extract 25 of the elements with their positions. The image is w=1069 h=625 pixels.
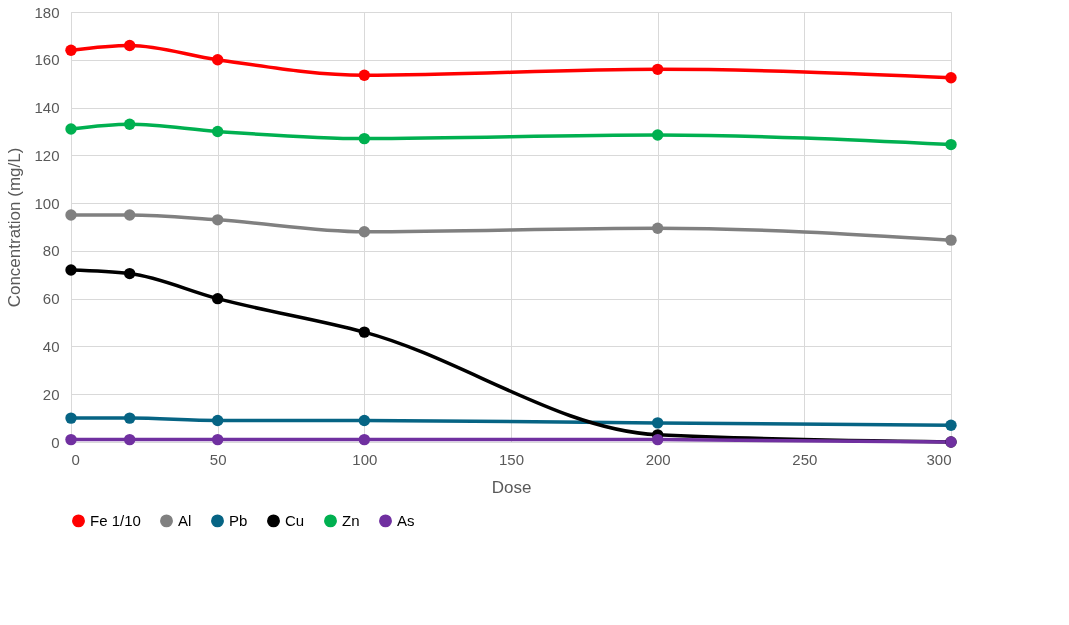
y-tick-label: 120 [34,146,60,164]
y-axis-title: Concentration (mg/L) [5,147,25,308]
x-tick-label: 50 [209,450,227,468]
x-axis-title: Dose [491,477,532,497]
y-tick-label: 80 [42,242,60,260]
y-tick-label: 140 [34,99,60,117]
legend-label: Al [178,511,192,529]
y-tick-label: 40 [42,337,60,355]
x-tick-label: 300 [926,450,952,468]
legend-label: Pb [229,511,248,529]
y-tick-label: 60 [42,290,60,308]
x-tick-label: 0 [71,450,80,468]
x-tick-label: 200 [645,450,671,468]
legend-label: Fe 1/10 [90,511,141,529]
x-tick-label: 150 [498,450,525,468]
y-tick-label: 100 [34,194,60,212]
y-tick-label: 160 [34,51,60,69]
x-tick-label: 100 [352,450,378,468]
y-tick-label: 20 [42,385,60,403]
legend-label: Cu [285,511,305,529]
legend-label: As [397,511,415,529]
y-tick-label: 0 [51,433,60,451]
legend-label: Zn [342,511,360,529]
x-tick-label: 250 [792,450,818,468]
y-tick-label: 180 [34,3,60,21]
